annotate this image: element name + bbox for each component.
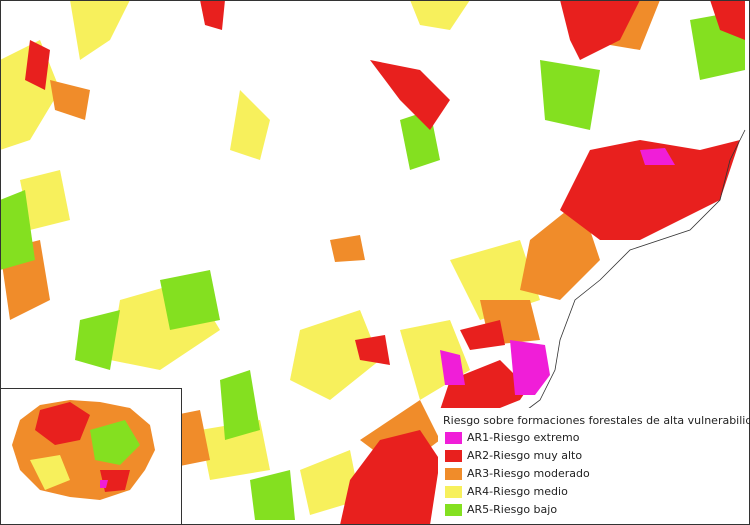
legend-swatch — [445, 504, 462, 516]
legend-title: Riesgo sobre formaciones forestales de a… — [443, 414, 750, 427]
legend: Riesgo sobre formaciones forestales de a… — [438, 408, 750, 521]
legend-label: AR3-Riesgo moderado — [467, 467, 590, 480]
legend-swatch — [445, 468, 462, 480]
inset-map — [0, 388, 182, 525]
legend-background — [438, 408, 746, 521]
legend-label: AR4-Riesgo medio — [467, 485, 568, 498]
legend-label: AR2-Riesgo muy alto — [467, 449, 582, 462]
legend-label: AR5-Riesgo bajo — [467, 503, 557, 516]
legend-swatch — [445, 486, 462, 498]
legend-swatch — [445, 450, 462, 462]
legend-swatch — [445, 432, 462, 444]
legend-label: AR1-Riesgo extremo — [467, 431, 580, 444]
